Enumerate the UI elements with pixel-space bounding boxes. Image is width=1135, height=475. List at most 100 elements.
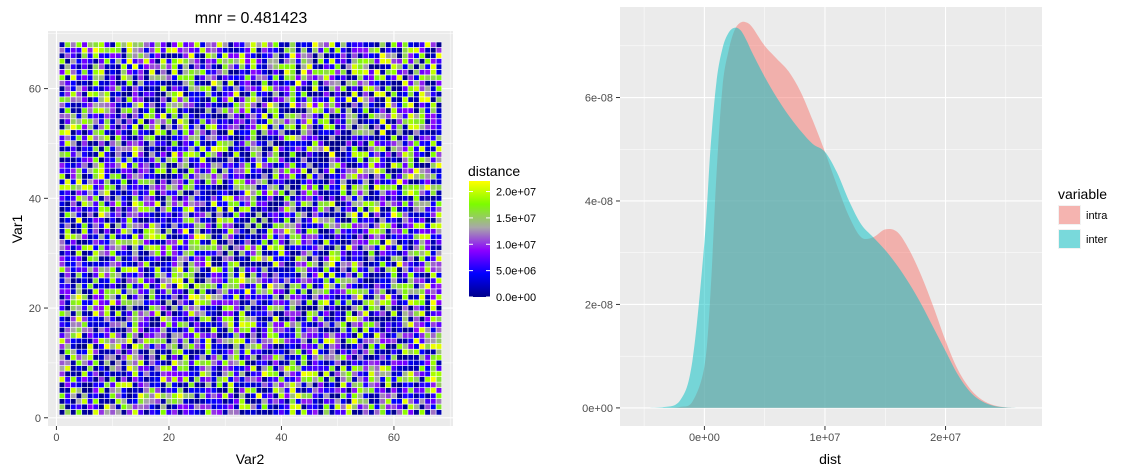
heatmap-cell: [233, 392, 240, 399]
heatmap-cell: [334, 140, 341, 147]
heatmap-cell: [368, 354, 375, 361]
heatmap-cell: [70, 96, 77, 103]
heatmap-cell: [424, 288, 431, 295]
heatmap-cell: [75, 211, 83, 218]
heatmap-cell: [312, 398, 319, 405]
heatmap-cell: [328, 294, 336, 301]
heatmap-cell: [193, 217, 201, 224]
heatmap-cell: [115, 337, 122, 345]
heatmap-cell: [182, 173, 189, 180]
heatmap-cell: [115, 107, 122, 114]
heatmap-cell: [182, 305, 189, 312]
heatmap-cell: [413, 63, 420, 70]
heatmap-cell: [396, 337, 403, 345]
heatmap-cell: [357, 255, 364, 262]
heatmap-cell: [306, 250, 313, 257]
heatmap-cell: [98, 294, 105, 301]
heatmap-cell: [289, 381, 296, 388]
heatmap-cell: [272, 376, 279, 383]
heatmap-cell: [407, 376, 414, 383]
heatmap-cell: [368, 85, 375, 92]
heatmap-cell: [143, 381, 150, 388]
heatmap-cell: [407, 272, 414, 279]
heatmap-cell: [278, 392, 285, 399]
heatmap-cell: [362, 337, 369, 345]
heatmap-cell: [75, 167, 83, 174]
heatmap-cell: [368, 140, 375, 147]
heatmap-cell: [160, 244, 167, 251]
heatmap-cell: [154, 403, 161, 410]
heatmap-cell: [244, 52, 251, 59]
heatmap-cell: [255, 211, 263, 218]
heatmap-cell: [396, 195, 403, 202]
heatmap-cell: [306, 370, 313, 377]
heatmap-cell: [334, 200, 341, 207]
heatmap-cell: [402, 255, 409, 262]
heatmap-cell: [261, 167, 268, 174]
heatmap-cell: [188, 47, 195, 54]
heatmap-cell: [424, 255, 431, 262]
heatmap-cell: [373, 354, 381, 361]
heatmap-cell: [148, 228, 156, 235]
heatmap-cell: [165, 239, 173, 246]
heatmap-cell: [98, 47, 105, 54]
heatmap-cell: [199, 365, 206, 372]
heatmap-cell: [154, 343, 161, 350]
heatmap-cell: [92, 63, 99, 70]
heatmap-cell: [413, 74, 420, 81]
heatmap-cell: [75, 123, 83, 131]
heatmap-cell: [312, 376, 319, 383]
heatmap-cell: [193, 261, 201, 268]
heatmap-cell: [340, 206, 347, 213]
heatmap-cell: [70, 343, 77, 350]
heatmap-cell: [182, 217, 189, 224]
heatmap-cell: [103, 200, 111, 207]
heatmap-cell: [75, 294, 83, 301]
heatmap-cell: [261, 74, 268, 81]
heatmap-cell: [148, 52, 156, 59]
heatmap-cell: [413, 266, 420, 273]
heatmap-cell: [328, 283, 336, 290]
heatmap-cell: [227, 299, 234, 306]
heatmap-cell: [199, 112, 206, 120]
heatmap-cell: [238, 167, 246, 174]
heatmap-cell: [289, 211, 296, 218]
heatmap-cell: [233, 370, 240, 377]
heatmap-cell: [70, 266, 77, 273]
heatmap-cell: [407, 206, 414, 213]
heatmap-cell: [306, 195, 313, 202]
heatmap-cell: [379, 107, 386, 114]
heatmap-cell: [210, 91, 218, 98]
heatmap-cell: [295, 211, 302, 218]
heatmap-cell: [345, 326, 353, 334]
heatmap-cell: [283, 162, 291, 169]
heatmap-cell: [103, 409, 111, 416]
heatmap-cell: [407, 195, 414, 202]
heatmap-cell: [160, 52, 167, 59]
heatmap-cell: [222, 41, 229, 48]
heatmap-cell: [87, 167, 94, 174]
heatmap-cell: [199, 211, 206, 218]
heatmap-cell: [177, 250, 184, 257]
heatmap-cell: [216, 348, 223, 355]
heatmap-cell: [70, 41, 77, 48]
heatmap-cell: [385, 63, 392, 70]
heatmap-cell: [115, 326, 122, 334]
heatmap-cell: [75, 195, 83, 202]
heatmap-cell: [306, 261, 313, 268]
heatmap-cell: [177, 173, 184, 180]
heatmap-cell: [103, 167, 111, 174]
heatmap-cell: [115, 134, 122, 142]
heatmap-cell: [255, 145, 263, 152]
heatmap-cell: [267, 326, 274, 334]
heatmap-cell: [323, 145, 330, 152]
heatmap-cell: [148, 151, 156, 158]
heatmap-cell: [64, 217, 71, 224]
heatmap-cell: [154, 145, 161, 152]
heatmap-cell: [379, 156, 386, 163]
heatmap-cell: [87, 184, 94, 191]
heatmap-cell: [390, 167, 398, 174]
heatmap-cell: [238, 156, 246, 163]
heatmap-cell: [120, 134, 128, 142]
heatmap-cell: [306, 381, 313, 388]
